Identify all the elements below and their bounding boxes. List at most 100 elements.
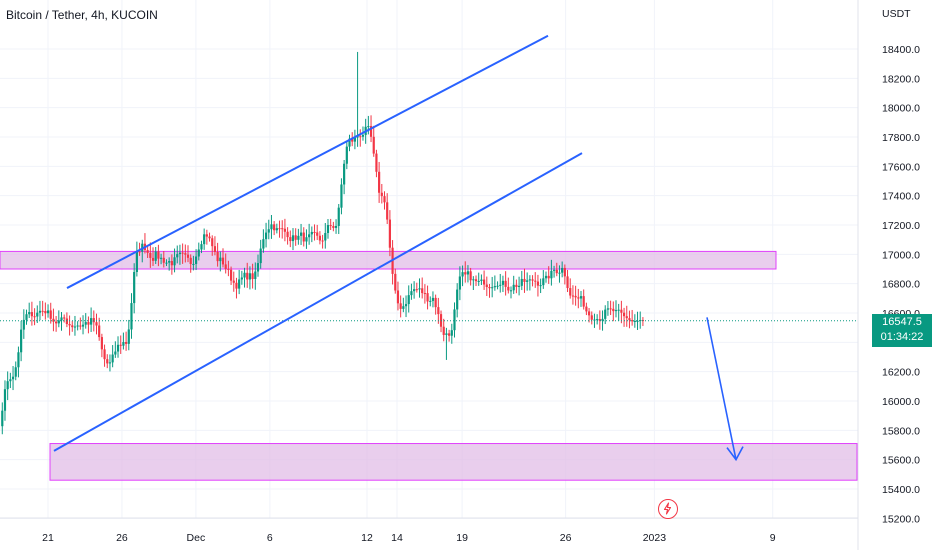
candle-down — [229, 269, 233, 281]
current-price-value: 16547.5 — [882, 316, 922, 328]
candle-up — [493, 286, 496, 288]
candle-up — [197, 249, 200, 257]
candle-down — [574, 295, 577, 298]
candle-up — [343, 163, 346, 185]
candle-up — [38, 310, 42, 313]
candle-up — [275, 228, 278, 231]
candle-down — [273, 224, 276, 231]
candle-down — [437, 307, 440, 315]
candle-up — [636, 320, 639, 322]
time-tick-label: 19 — [456, 532, 468, 544]
candle-down — [378, 171, 381, 193]
candle-down — [442, 326, 445, 335]
candle-up — [639, 320, 642, 322]
candle-up — [122, 342, 125, 346]
price-tick-label: 17600.0 — [882, 161, 920, 173]
candle-down — [351, 138, 354, 142]
candle-up — [512, 284, 515, 291]
candle-up — [499, 284, 502, 286]
support-zone — [49, 443, 858, 481]
candle-down — [394, 273, 397, 291]
candle-down — [151, 257, 155, 261]
candle-up — [450, 330, 453, 336]
candle-down — [162, 257, 165, 263]
candle-up — [270, 224, 273, 230]
candle-down — [211, 238, 214, 247]
candle-up — [340, 184, 343, 208]
candle-down — [585, 306, 588, 312]
candle-up — [633, 321, 636, 323]
candle-up — [84, 322, 87, 325]
candle-down — [523, 278, 526, 282]
candle-down — [283, 228, 287, 232]
candle-down — [213, 246, 217, 252]
candle-up — [604, 309, 607, 319]
candle-down — [388, 219, 391, 248]
candle-down — [184, 253, 187, 255]
candle-down — [224, 264, 227, 269]
candle-down — [622, 312, 626, 317]
candle-up — [337, 207, 340, 226]
price-tick-label: 18400.0 — [882, 44, 920, 56]
time-axis[interactable]: 21 26 Dec 6 12 14 19 26 2023 9 — [0, 517, 858, 544]
candle-up — [111, 354, 114, 363]
time-tick-label: 26 — [116, 532, 128, 544]
candle-up — [544, 275, 548, 279]
candle-down — [106, 359, 109, 364]
candle-down — [625, 316, 628, 319]
chart-title: Bitcoin / Tether, 4h, KUCOIN — [6, 8, 158, 22]
candle-up — [526, 280, 529, 282]
candle-up — [501, 280, 505, 285]
candle-up — [410, 291, 413, 296]
candle-down — [536, 281, 540, 286]
candle-down — [628, 318, 631, 321]
candle-up — [558, 272, 561, 274]
candle-up — [176, 254, 179, 258]
candle-up — [601, 318, 604, 321]
candle-up — [262, 239, 265, 249]
candle-down — [119, 344, 122, 346]
candle-up — [520, 278, 523, 286]
price-tick-label: 17800.0 — [882, 132, 920, 144]
candle-down — [488, 286, 491, 289]
candle-up — [90, 318, 93, 325]
candle-down — [138, 251, 141, 253]
candle-down — [582, 296, 585, 307]
candle-up — [81, 324, 85, 327]
candle-down — [359, 136, 362, 138]
candle-down — [531, 279, 534, 281]
candle-up — [617, 309, 620, 311]
candle-up — [324, 232, 327, 241]
candle-up — [76, 325, 79, 327]
candle-down — [464, 272, 467, 275]
candle-up — [203, 234, 206, 245]
candle-down — [426, 293, 429, 302]
candle-up — [116, 344, 120, 352]
candle-down — [55, 321, 58, 324]
candle-up — [60, 317, 63, 321]
candle-down — [205, 234, 208, 237]
price-axis[interactable]: 15200.0 15400.0 15600.0 15800.0 16000.0 16200… — [857, 0, 920, 550]
candle-down — [612, 308, 615, 312]
candle-down — [100, 337, 103, 350]
candle-down — [125, 342, 128, 344]
candle-down — [316, 232, 319, 236]
candle-up — [17, 352, 20, 368]
time-tick-label: 6 — [267, 532, 273, 544]
candle-down — [71, 325, 74, 328]
candle-up — [458, 276, 461, 290]
candle-up — [267, 229, 270, 233]
candle-down — [504, 280, 507, 287]
candle-up — [200, 244, 203, 250]
candle-up — [154, 251, 157, 261]
candle-up — [46, 310, 50, 314]
candle-down — [321, 240, 324, 242]
candle-up — [1, 410, 4, 427]
candle-up — [133, 272, 136, 304]
candle-down — [103, 349, 106, 360]
candle-down — [216, 251, 219, 262]
resistance-zone — [0, 250, 777, 270]
lightning-bolt-icon[interactable] — [658, 499, 678, 519]
candle-up — [466, 271, 470, 275]
